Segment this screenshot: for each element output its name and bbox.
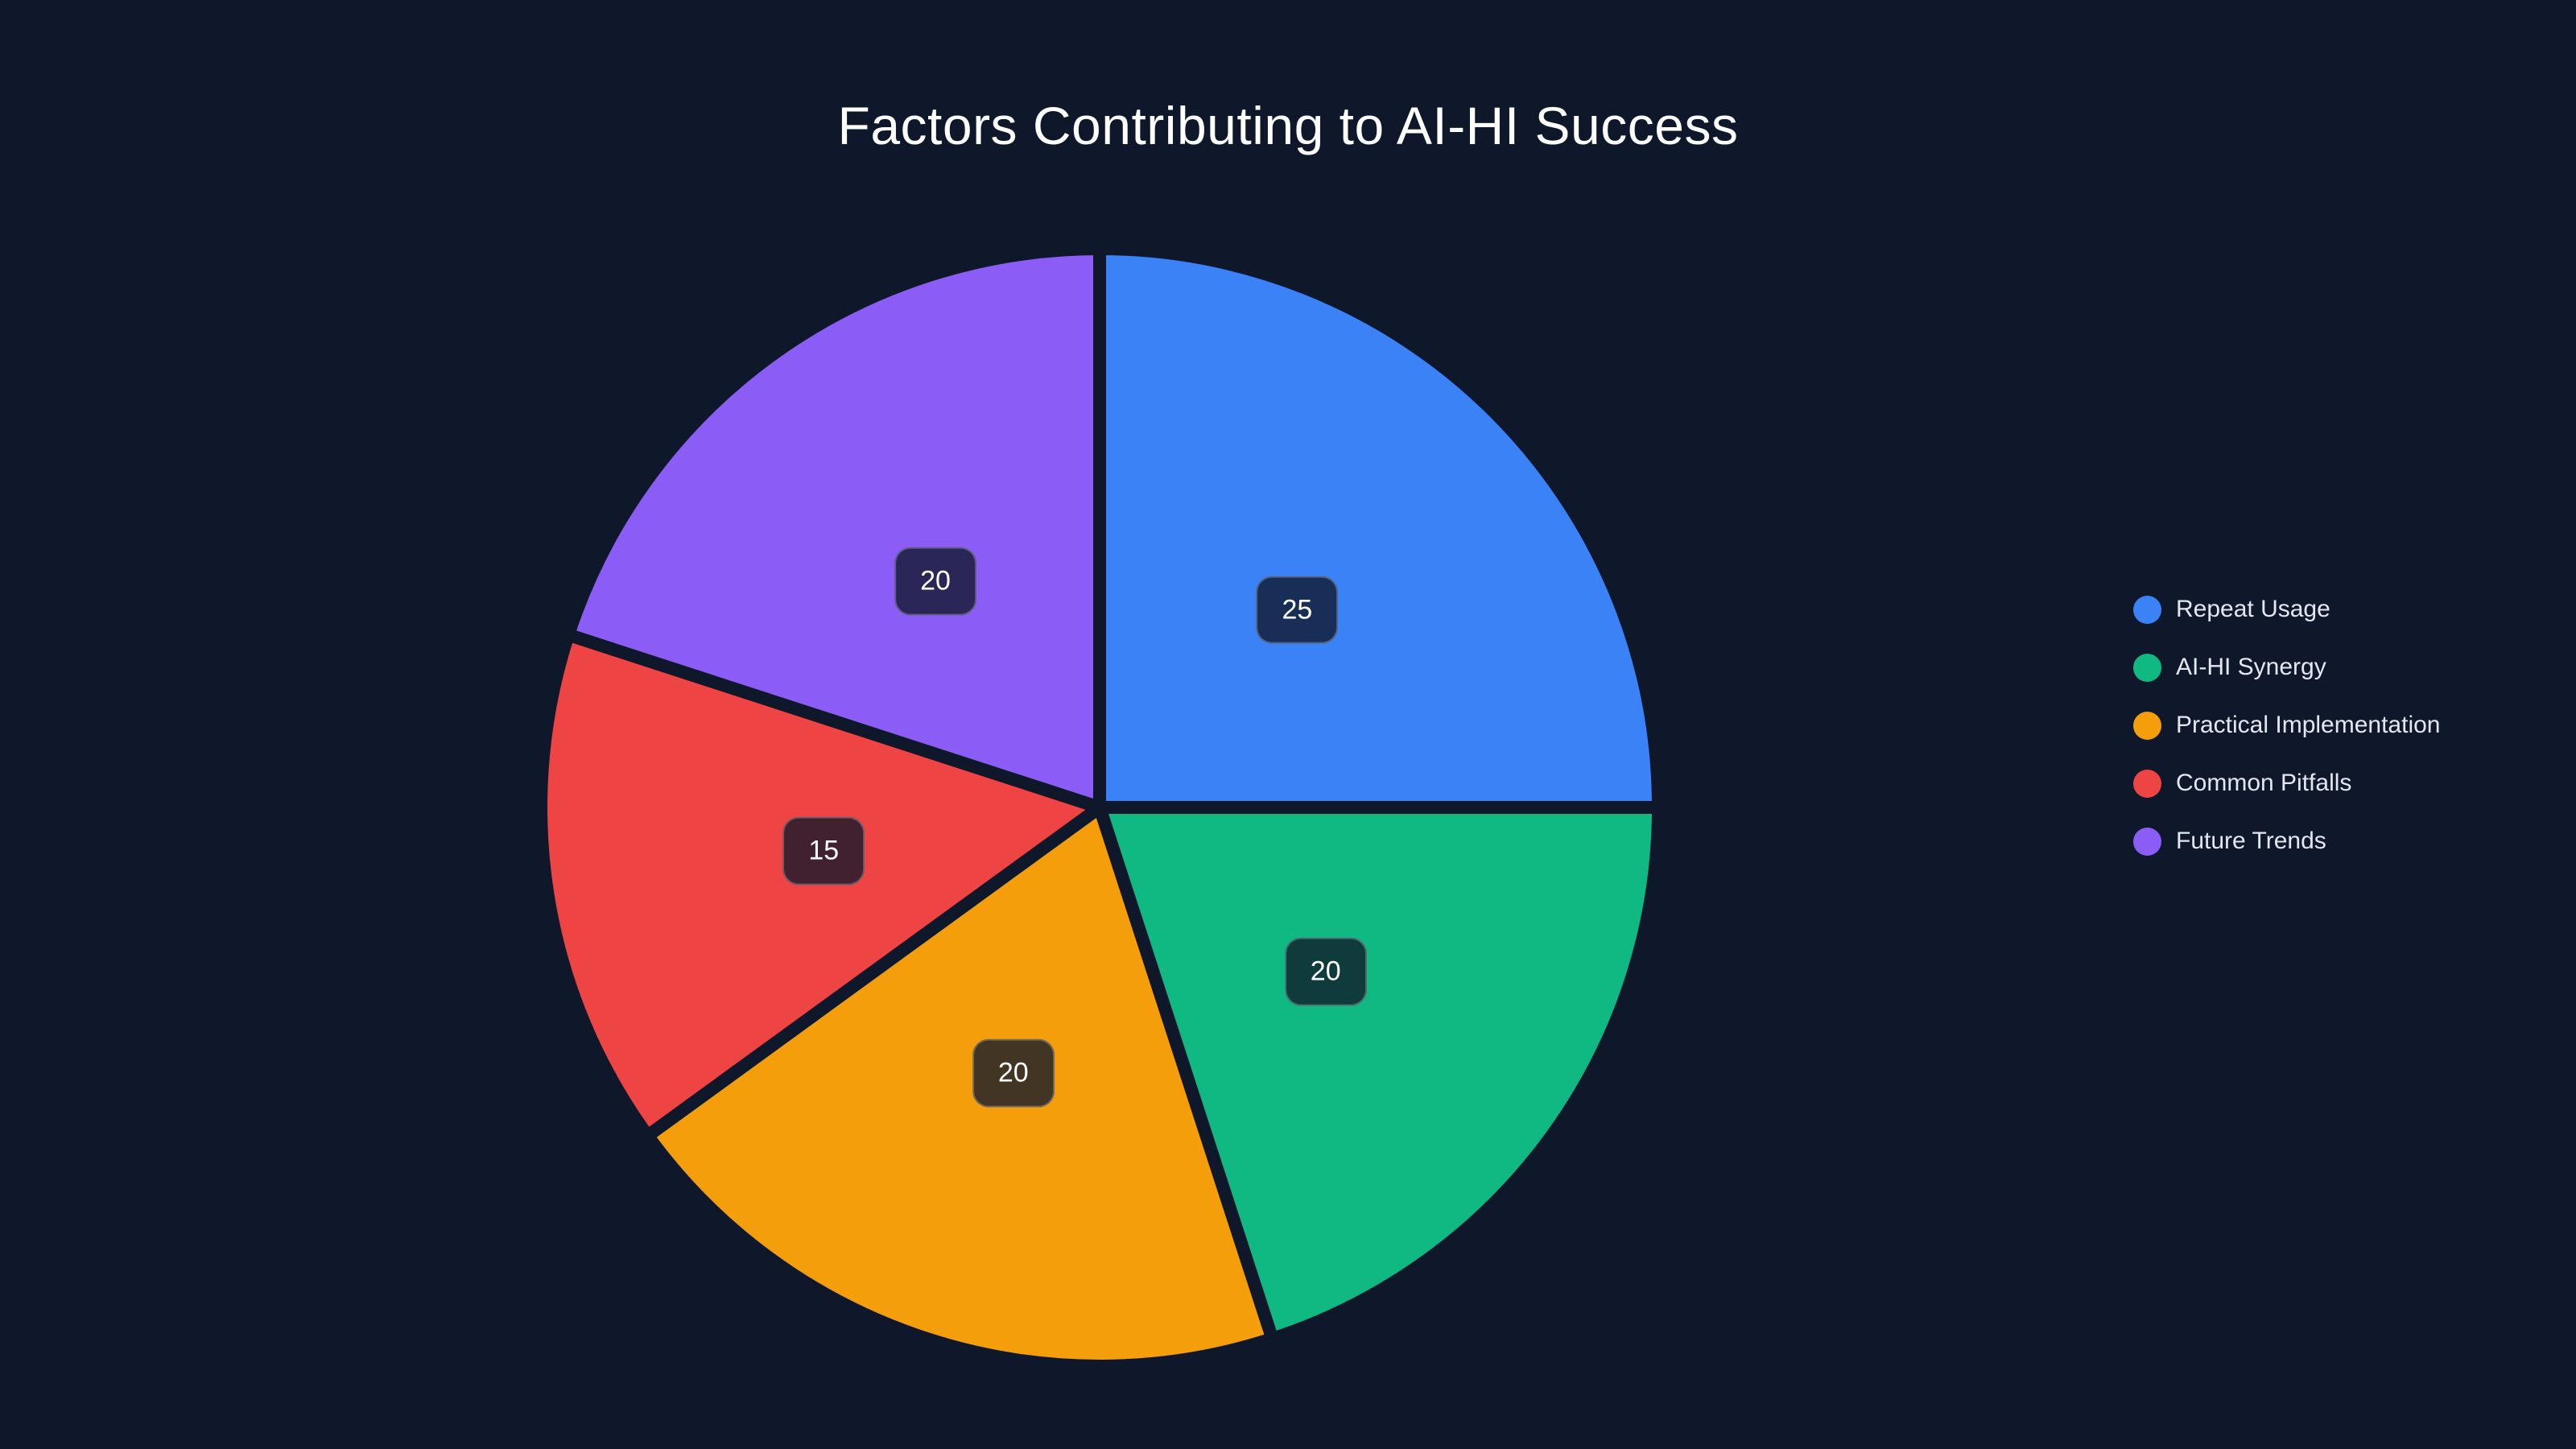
legend-item-label: Common Pitfalls: [2176, 770, 2352, 796]
legend: Repeat Usage AI-HI Synergy Practical Imple…: [2133, 580, 2440, 870]
legend-marker-icon: [2133, 711, 2161, 740]
legend-item-repeat-usage[interactable]: Repeat Usage: [2133, 580, 2440, 638]
slice-value-label-ai-hi-synergy: 20: [1284, 937, 1367, 1006]
slice-value-label-practical-implementation: 20: [972, 1038, 1055, 1108]
legend-item-label: AI-HI Synergy: [2176, 654, 2326, 680]
legend-marker-icon: [2133, 595, 2161, 624]
legend-item-common-pitfalls[interactable]: Common Pitfalls: [2133, 754, 2440, 812]
legend-marker-icon: [2133, 769, 2161, 798]
legend-item-ai-hi-synergy[interactable]: AI-HI Synergy: [2133, 638, 2440, 696]
legend-marker-icon: [2133, 653, 2161, 682]
legend-item-label: Future Trends: [2176, 828, 2326, 854]
pie-slice-ai-hi-synergy[interactable]: [1093, 801, 1665, 1346]
chart-title: Factors Contributing to AI-HI Success: [837, 96, 1739, 155]
legend-item-practical-implementation[interactable]: Practical Implementation: [2133, 696, 2440, 754]
pie-slice-future-trends[interactable]: [561, 242, 1106, 814]
pie-slice-common-pitfalls[interactable]: [535, 628, 1106, 1142]
pie-slice-repeat-usage[interactable]: [1093, 242, 1665, 814]
pie-slice-practical-implementation[interactable]: [641, 801, 1279, 1373]
slice-value-label-common-pitfalls: 15: [782, 816, 865, 886]
slice-value-label-repeat-usage: 25: [1256, 576, 1339, 645]
legend-item-label: Repeat Usage: [2176, 596, 2330, 622]
slice-value-label-future-trends: 20: [894, 547, 976, 616]
legend-item-label: Practical Implementation: [2176, 712, 2441, 738]
legend-marker-icon: [2133, 827, 2161, 856]
legend-item-future-trends[interactable]: Future Trends: [2133, 812, 2440, 870]
